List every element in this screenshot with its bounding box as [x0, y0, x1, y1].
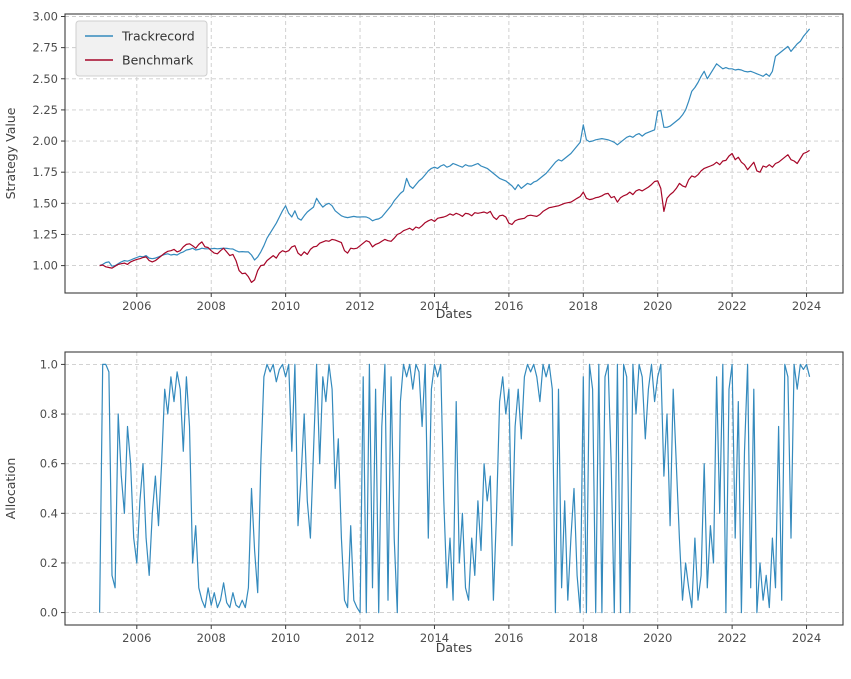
legend-label-trackrecord: Trackrecord — [121, 29, 195, 44]
x-tick-label: 2020 — [643, 631, 672, 645]
axes-spines — [64, 351, 844, 626]
y-axis-label: Allocation — [3, 458, 18, 520]
y-tick-label: 2.75 — [32, 41, 58, 55]
axes-spines — [64, 13, 844, 294]
tick-marks — [61, 363, 808, 629]
x-tick-label: 2018 — [569, 299, 598, 313]
x-axis-label: Dates — [436, 640, 472, 655]
allocation-chart: 2006 2008 2010 2012 2014 2016 2018 2020 2022 2024… — [3, 351, 844, 655]
legend: Trackrecord Benchmark — [75, 20, 208, 77]
legend-box — [75, 20, 208, 77]
x-tick-label: 2008 — [197, 299, 226, 313]
y-tick-label: 2.00 — [32, 134, 58, 148]
x-tick-label: 2022 — [717, 631, 746, 645]
y-tick-label: 0.2 — [40, 556, 58, 570]
x-tick-label: 2014 — [420, 631, 449, 645]
x-tick-label: 2010 — [271, 299, 300, 313]
x-tick-label: 2020 — [643, 299, 672, 313]
x-tick-label: 2010 — [271, 631, 300, 645]
allocation-line — [99, 363, 811, 614]
x-tick-label: 2006 — [122, 299, 151, 313]
strategy-chart: 2006 2008 2010 2012 2014 2016 2018 2020 2022 2024… — [3, 9, 844, 321]
x-tick-label: 2024 — [792, 299, 821, 313]
tick-marks — [61, 15, 808, 297]
y-tick-label: 0.0 — [40, 606, 58, 620]
legend-label-benchmark: Benchmark — [122, 53, 194, 68]
x-axis-label: Dates — [436, 306, 472, 321]
y-tick-label: 1.75 — [32, 165, 58, 179]
y-tick-label: 1.25 — [32, 227, 58, 241]
y-tick-label: 2.25 — [32, 103, 58, 117]
x-tick-label: 2008 — [197, 631, 226, 645]
tick-labels: 2006 2008 2010 2012 2014 2016 2018 2020 2022 2024… — [32, 9, 821, 313]
x-tick-label: 2016 — [494, 299, 523, 313]
x-tick-label: 2024 — [792, 631, 821, 645]
y-tick-label: 1.50 — [32, 196, 58, 210]
x-tick-label: 2012 — [345, 299, 374, 313]
benchmark-line — [99, 149, 810, 283]
y-tick-label: 2.50 — [32, 72, 58, 86]
y-tick-label: 3.00 — [32, 9, 58, 23]
y-axis-label: Strategy Value — [3, 107, 18, 199]
y-tick-label: 0.6 — [40, 457, 58, 471]
x-tick-label: 2012 — [345, 631, 374, 645]
grid-lines — [65, 352, 843, 625]
x-tick-label: 2018 — [569, 631, 598, 645]
x-tick-label: 2016 — [494, 631, 523, 645]
y-tick-label: 0.8 — [40, 407, 58, 421]
y-tick-label: 1.0 — [40, 357, 58, 371]
trackrecord-line — [99, 28, 811, 267]
y-tick-label: 0.4 — [40, 506, 58, 520]
x-tick-label: 2022 — [717, 299, 746, 313]
tick-labels: 2006 2008 2010 2012 2014 2016 2018 2020 2022 2024… — [40, 357, 821, 645]
x-tick-label: 2014 — [420, 299, 449, 313]
y-tick-label: 1.00 — [32, 259, 58, 273]
x-tick-label: 2006 — [122, 631, 151, 645]
